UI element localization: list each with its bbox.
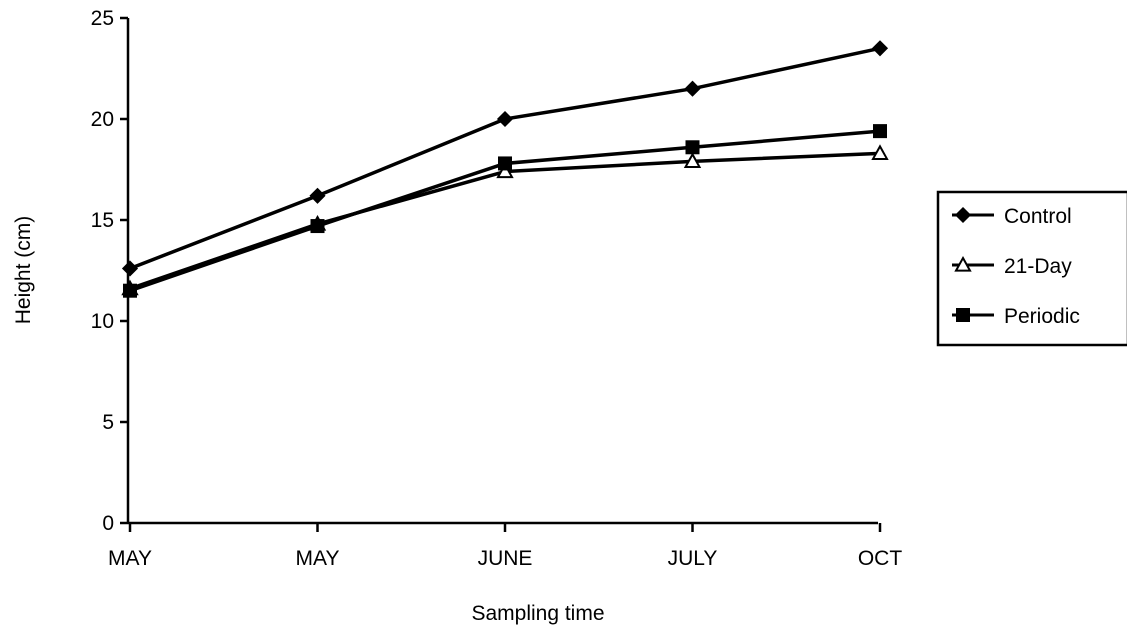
- series-layer: [121, 40, 889, 298]
- data-point-square: [956, 308, 970, 322]
- data-point-square: [685, 140, 700, 155]
- data-point-diamond: [309, 187, 326, 204]
- legend-label: 21-Day: [1004, 255, 1072, 278]
- series-line-periodic: [129, 129, 881, 293]
- data-point-square: [123, 283, 137, 298]
- x-tick-label: OCT: [858, 547, 903, 570]
- legend-label: Periodic: [1004, 305, 1080, 328]
- x-axis-title: Sampling time: [471, 602, 604, 625]
- data-point-square: [498, 156, 512, 171]
- y-tick-label: 10: [91, 310, 114, 333]
- data-point-diamond: [684, 80, 701, 97]
- data-point-square: [310, 219, 325, 234]
- axes: [126, 18, 878, 525]
- data-point-diamond: [871, 40, 889, 57]
- y-tick-label: 20: [91, 108, 114, 131]
- data-point-square: [873, 124, 887, 139]
- data-point-triangle: [954, 255, 972, 272]
- x-tick-label: MAY: [108, 547, 152, 570]
- x-ticks: MAY MAY JUNE JULY OCT: [108, 523, 902, 570]
- data-point-diamond: [954, 206, 972, 224]
- data-point-triangle: [683, 152, 702, 169]
- legend-label: Control: [1004, 205, 1072, 228]
- legend: Control 21-Day Periodic: [936, 190, 1127, 347]
- data-point-triangle: [871, 144, 889, 160]
- data-point-triangle: [496, 162, 514, 179]
- y-tick-label: 15: [91, 209, 114, 232]
- y-tick-label: 0: [102, 512, 114, 535]
- x-tick-label: MAY: [296, 547, 340, 570]
- y-tick-label: 5: [102, 411, 114, 434]
- y-axis-title: Height (cm): [12, 216, 35, 325]
- x-tick-label: JUNE: [478, 547, 533, 570]
- y-tick-label: 25: [91, 7, 114, 30]
- data-point-diamond: [121, 260, 139, 277]
- y-ticks: 0 5 10 15 20 25: [91, 7, 128, 535]
- data-point-diamond: [496, 110, 514, 128]
- x-tick-label: JULY: [668, 547, 718, 570]
